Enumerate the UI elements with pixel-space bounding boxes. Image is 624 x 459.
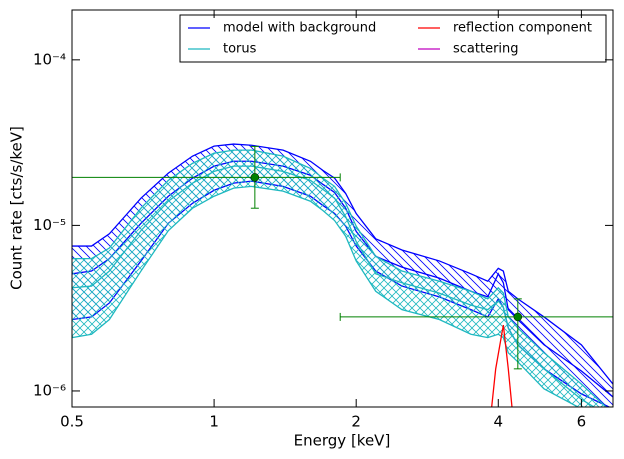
series-line — [72, 165, 596, 407]
x-tick-label: 0.5 — [60, 413, 84, 431]
data-point — [250, 173, 260, 182]
y-tick-label: 10⁻⁵ — [33, 216, 66, 234]
x-tick-label: 4 — [494, 413, 504, 431]
x-tick-label: 1 — [209, 413, 219, 431]
band-upper — [72, 143, 613, 385]
x-axis-label: Energy [keV] — [294, 432, 391, 450]
y-axis-label: Count rate [cts/s/keV] — [8, 126, 26, 290]
band-hatch — [72, 144, 613, 407]
legend-label: model with background — [223, 21, 376, 36]
band-hatch — [72, 150, 606, 407]
legend: model with background torus reflection com… — [179, 14, 607, 63]
axes-frame — [71, 9, 614, 408]
legend-frame — [179, 14, 607, 63]
x-tick-label: 2 — [351, 413, 361, 431]
y-tick-label: 10⁻⁴ — [33, 50, 66, 68]
x-tick-label: 6 — [577, 413, 587, 431]
band-lower — [72, 185, 580, 407]
legend-label: torus — [223, 42, 257, 57]
data-point — [513, 312, 523, 322]
legend-label: scattering — [453, 42, 519, 57]
band-upper — [72, 149, 607, 407]
series-line — [491, 324, 513, 407]
legend-label: reflection component — [453, 21, 592, 36]
y-tick-label: 10⁻⁶ — [33, 381, 66, 399]
plot-area — [72, 143, 613, 407]
